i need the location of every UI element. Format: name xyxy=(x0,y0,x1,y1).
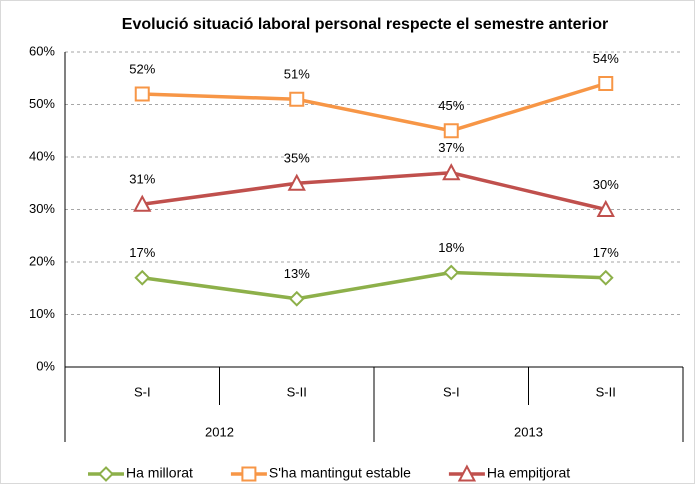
marker xyxy=(597,269,614,286)
marker xyxy=(443,123,459,139)
y-tick-label: 20% xyxy=(29,253,55,268)
chart-title: Evolució situació laboral personal respe… xyxy=(121,16,609,33)
y-tick-label: 60% xyxy=(29,43,55,58)
data-label: 18% xyxy=(438,240,464,255)
marker xyxy=(598,76,614,91)
x-tick-label: S-II xyxy=(596,384,616,399)
marker xyxy=(289,91,305,107)
x-tick-label: S-I xyxy=(443,384,460,399)
data-label: 31% xyxy=(129,172,155,187)
data-label: 35% xyxy=(284,151,310,166)
y-tick-label: 40% xyxy=(29,148,55,163)
data-label: 37% xyxy=(438,140,464,155)
series-line xyxy=(142,171,607,212)
marker xyxy=(457,464,477,482)
marker xyxy=(287,173,306,191)
marker xyxy=(134,86,150,102)
data-label: 17% xyxy=(593,245,619,260)
legend-label: S'ha mantingut estable xyxy=(269,465,411,481)
data-label: 45% xyxy=(438,98,464,113)
y-tick-label: 50% xyxy=(29,96,55,111)
y-tick-label: 0% xyxy=(36,358,55,373)
marker xyxy=(241,466,257,482)
marker xyxy=(98,466,114,482)
data-label: 13% xyxy=(284,266,310,281)
marker xyxy=(443,264,460,281)
x-group-label: 2013 xyxy=(514,424,543,439)
y-tick-label: 30% xyxy=(29,201,55,216)
marker xyxy=(134,269,151,286)
data-label: 30% xyxy=(593,177,619,192)
data-label: 52% xyxy=(129,61,155,76)
x-tick-label: S-I xyxy=(134,384,151,399)
series-line xyxy=(142,81,607,133)
x-tick-label: S-II xyxy=(287,384,307,399)
legend-label: Ha empitjorat xyxy=(487,465,570,481)
y-tick-label: 10% xyxy=(29,306,55,321)
series-line xyxy=(142,270,606,301)
data-label: 51% xyxy=(284,67,310,82)
x-group-label: 2012 xyxy=(205,424,234,439)
legend-label: Ha millorat xyxy=(126,465,193,481)
data-label: 54% xyxy=(593,51,619,66)
marker xyxy=(133,194,152,212)
marker xyxy=(442,163,461,181)
marker xyxy=(288,290,305,307)
data-label: 17% xyxy=(129,245,155,260)
marker xyxy=(596,199,615,217)
